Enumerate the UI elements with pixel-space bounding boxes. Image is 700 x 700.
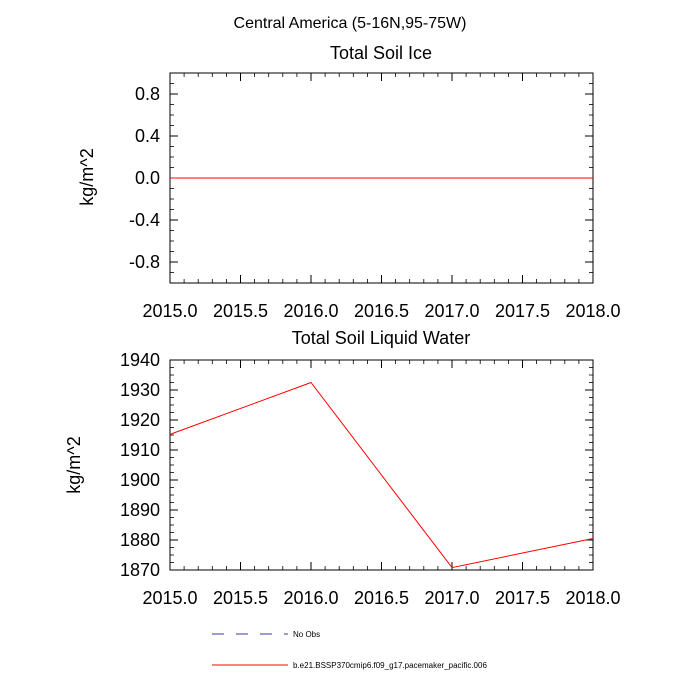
panel-soil-liquid-water: Total Soil Liquid Water kg/m^2 2015.0 201…: [64, 328, 621, 608]
y-tick-label: 1940: [120, 350, 160, 370]
x-tick-label: 2018.0: [565, 301, 620, 321]
x-tick-label: 2016.0: [283, 588, 338, 608]
x-tick-label: 2017.5: [495, 588, 550, 608]
y-tick-label: 1880: [120, 530, 160, 550]
x-tick-labels-soil-ice: 2015.0 2015.5 2016.0 2016.5 2017.0 2017.5 2018…: [142, 301, 620, 321]
y-tick-labels-soil-ice: -0.8 -0.4 0.0 0.4 0.8: [129, 84, 160, 272]
panel-title-soil-ice: Total Soil Ice: [330, 43, 432, 63]
x-tick-label: 2017.5: [495, 301, 550, 321]
panel-title-soil-liquid-water: Total Soil Liquid Water: [292, 328, 470, 348]
y-axis-label-soil-ice: kg/m^2: [77, 148, 97, 205]
figure-title: Central America (5-16N,95-75W): [234, 15, 467, 32]
series-soil-liquid-water: [169, 381, 594, 569]
x-tick-label: 2015.5: [213, 588, 268, 608]
x-tick-label: 2017.0: [424, 588, 479, 608]
x-tick-label: 2017.0: [424, 301, 479, 321]
y-tick-label: 1890: [120, 500, 160, 520]
x-tick-label: 2015.0: [142, 301, 197, 321]
x-tick-label: 2015.0: [142, 588, 197, 608]
y-tick-label: 1870: [120, 560, 160, 580]
y-tick-label: -0.4: [129, 210, 160, 230]
x-tick-label: 2016.0: [283, 301, 338, 321]
legend: No Obs b.e21.BSSP370cmip6.f09_g17.pacema…: [212, 630, 487, 670]
x-tick-label: 2016.5: [354, 301, 409, 321]
y-tick-label: 1920: [120, 410, 160, 430]
y-tick-label: 1900: [120, 470, 160, 490]
y-tick-label: 1910: [120, 440, 160, 460]
ticks-soil-ice: [169, 72, 594, 284]
y-tick-label: -0.8: [129, 252, 160, 272]
x-tick-label: 2018.0: [565, 588, 620, 608]
x-tick-label: 2015.5: [213, 301, 268, 321]
y-tick-label: 0.8: [135, 84, 160, 104]
legend-label-no-obs: No Obs: [293, 630, 320, 639]
x-tick-labels-soil-liquid-water: 2015.0 2015.5 2016.0 2016.5 2017.0 2017.5 2018…: [142, 588, 620, 608]
y-tick-label: 1930: [120, 380, 160, 400]
y-tick-labels-soil-liquid-water: 1870 1880 1890 1900 1910 1920 1930 1940: [120, 350, 160, 580]
legend-label-model-run: b.e21.BSSP370cmip6.f09_g17.pacemaker_pac…: [293, 661, 487, 670]
panel-soil-ice: Total Soil Ice kg/m^2 2015.0 2015.5 2016.0…: [77, 43, 621, 321]
y-tick-label: 0.0: [135, 168, 160, 188]
ticks-soil-liquid-water: [169, 359, 594, 571]
y-axis-label-soil-liquid-water: kg/m^2: [64, 436, 84, 493]
x-tick-label: 2016.5: [354, 588, 409, 608]
plot-frame-soil-liquid-water: [169, 359, 594, 571]
series-line-soil-liquid-water: [169, 381, 594, 569]
y-tick-label: 0.4: [135, 126, 160, 146]
